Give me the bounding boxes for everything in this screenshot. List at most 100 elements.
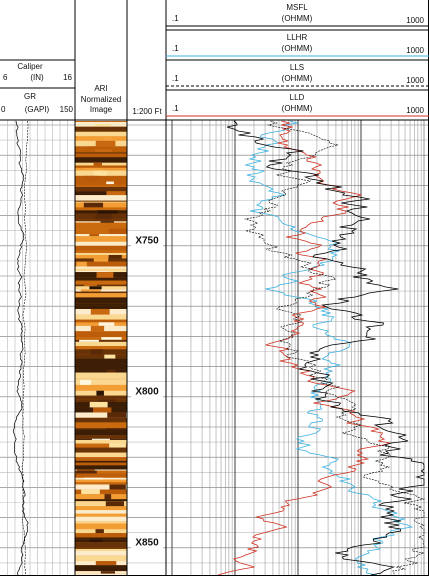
image-spot: [104, 494, 112, 500]
image-spot: [93, 162, 103, 166]
caliper-name: Caliper: [17, 62, 43, 71]
log-curve: [21, 120, 29, 576]
image-band: [75, 523, 127, 530]
image-spot: [103, 136, 112, 141]
image-band: [75, 291, 127, 294]
image-band: [75, 395, 127, 400]
caliper-unit: (IN): [30, 73, 44, 82]
image-spot: [79, 379, 91, 385]
image-title: Normalized: [81, 95, 121, 104]
image-spot: [84, 477, 104, 480]
image-spot: [95, 140, 116, 147]
image-spot: [107, 270, 128, 273]
image-spot: [105, 428, 127, 430]
scale-min: .1: [172, 104, 179, 113]
image-spot: [84, 175, 100, 182]
label-bg: [131, 537, 163, 549]
image-band: [75, 136, 127, 141]
image-spot: [90, 349, 103, 355]
image-band: [75, 484, 127, 490]
image-band: [75, 146, 127, 150]
image-band: [75, 207, 127, 211]
image-band: [75, 222, 127, 225]
image-band: [75, 228, 127, 235]
image-band: [75, 470, 127, 474]
image-spot: [81, 291, 89, 294]
image-spot: [109, 443, 126, 448]
image-title: Image: [90, 105, 113, 114]
image-band: [75, 319, 127, 323]
image-band: [75, 548, 127, 551]
image-band: [75, 175, 127, 182]
image-spot: [75, 470, 97, 474]
image-band: [75, 293, 127, 298]
image-band: [75, 452, 127, 458]
image-spot: [100, 571, 116, 574]
image-band: [75, 460, 127, 463]
image-band: [75, 157, 127, 163]
image-band: [75, 565, 127, 572]
image-band: [75, 165, 127, 168]
image-band: [75, 462, 127, 466]
image-spot: [83, 167, 104, 171]
image-spot: [95, 529, 104, 534]
curve-unit: (OHMM): [282, 14, 313, 23]
image-band: [75, 152, 127, 154]
image-band: [75, 339, 127, 342]
image-spot: [77, 469, 95, 471]
image-band: [75, 443, 127, 448]
image-spot: [89, 401, 108, 408]
image-band: [75, 447, 127, 453]
image-spot: [106, 181, 114, 185]
image-band: [75, 219, 127, 222]
image-band: [75, 479, 127, 483]
image-band: [75, 534, 127, 538]
image-band: [75, 533, 127, 535]
curve-unit: (OHMM): [282, 44, 313, 53]
scale-max: 1000: [406, 46, 424, 55]
image-spot: [95, 213, 112, 220]
image-spot: [90, 325, 105, 332]
image-spot: [96, 272, 114, 278]
caliper-min: 6: [3, 73, 8, 82]
image-band: [75, 547, 127, 549]
image-band: [75, 494, 127, 500]
image-band: [75, 431, 127, 436]
depth-label: X750: [135, 236, 159, 247]
log-curve: [244, 120, 426, 575]
image-band: [75, 297, 127, 304]
image-band: [75, 384, 127, 391]
image-spot: [93, 258, 109, 262]
image-spot: [93, 170, 108, 176]
image-band: [75, 439, 127, 444]
image-band: [75, 346, 127, 350]
image-band: [75, 289, 127, 292]
image-band: [75, 550, 127, 556]
image-band: [75, 417, 127, 423]
image-spot: [107, 412, 127, 418]
image-spot: [89, 286, 102, 290]
image-band: [75, 277, 127, 280]
gr-min: 0: [1, 105, 6, 114]
image-band: [75, 428, 127, 430]
image-band: [75, 542, 127, 548]
image-band: [75, 268, 127, 271]
image-spot: [79, 339, 99, 342]
image-band: [75, 331, 127, 338]
image-spot: [93, 407, 112, 413]
image-spot: [97, 210, 118, 214]
image-band: [75, 305, 127, 309]
depth-label: X850: [135, 538, 159, 549]
image-band: [75, 510, 127, 514]
image-band: [75, 499, 127, 502]
image-band: [75, 363, 127, 370]
image-band: [75, 279, 127, 281]
ari-image: [75, 121, 128, 576]
image-band: [75, 573, 127, 576]
gr-unit: (GAPI): [25, 105, 50, 114]
image-band: [75, 378, 127, 380]
image-spot: [76, 261, 87, 267]
label-bg: [131, 386, 163, 398]
image-band: [75, 337, 127, 340]
